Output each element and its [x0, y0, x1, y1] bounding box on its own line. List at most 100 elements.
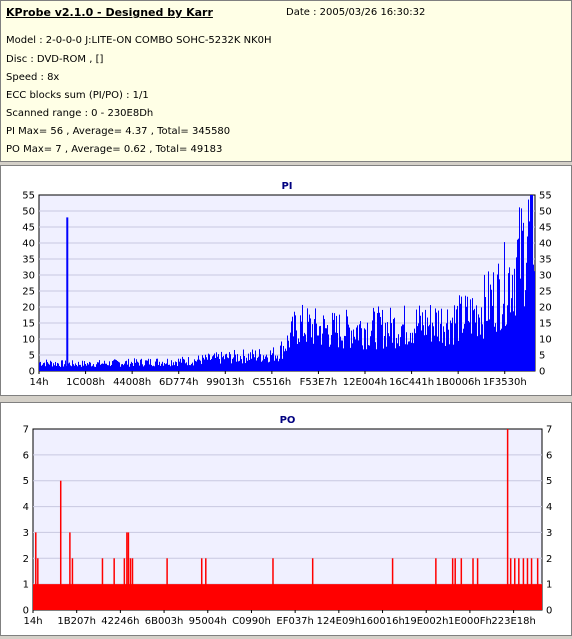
pi-bar: [192, 362, 193, 371]
pi-bar: [317, 335, 318, 371]
pi-bar: [453, 344, 454, 371]
pi-bar: [283, 345, 284, 371]
pi-bar: [168, 364, 169, 371]
pi-bar: [287, 335, 288, 371]
y-tick-label-right: 50: [539, 207, 552, 218]
pi-bar: [321, 344, 322, 371]
pi-bar: [437, 336, 438, 371]
pi-bar: [222, 357, 223, 371]
pi-bar: [154, 366, 155, 371]
pi-bar: [136, 359, 137, 371]
pi-bar: [239, 360, 240, 371]
pi-bar: [518, 238, 519, 371]
pi-bar: [148, 358, 149, 371]
pi-bar: [295, 315, 296, 371]
pi-bar: [217, 356, 218, 371]
pi-bar: [373, 307, 374, 371]
pi-bar: [209, 354, 210, 371]
y-tick-label-right: 25: [539, 287, 552, 298]
pi-bar: [530, 195, 531, 371]
pi-bar: [480, 334, 481, 371]
pi-bar: [356, 327, 357, 371]
y-tick-label-right: 40: [539, 239, 552, 250]
pi-bar: [251, 358, 252, 371]
pi-bar: [51, 361, 52, 371]
pi-bar: [492, 305, 493, 371]
pi-bar: [334, 313, 335, 371]
pi-bar: [84, 361, 85, 371]
po-spikes: [35, 429, 539, 610]
po-spike: [454, 558, 456, 610]
pi-bar: [289, 347, 290, 371]
pi-bar: [99, 360, 100, 371]
pi-bar: [399, 346, 400, 371]
pi-bar: [223, 355, 224, 371]
pi-bar: [375, 342, 376, 371]
pi-bar: [249, 359, 250, 371]
pi-bar: [463, 328, 464, 371]
model-info: Model : 2-0-0-0 J:LITE-ON COMBO SOHC-523…: [6, 35, 272, 46]
pi-bar: [410, 332, 411, 371]
pi-bar: [348, 324, 349, 371]
pi-bar: [355, 339, 356, 371]
pi-bar: [529, 221, 530, 371]
pi-bar: [88, 364, 89, 371]
pi-bar: [218, 354, 219, 371]
pi-bar: [72, 360, 73, 371]
pi-bar: [353, 329, 354, 371]
pi-bar: [195, 360, 196, 371]
pi-bar: [350, 347, 351, 371]
po-spike: [166, 558, 168, 610]
pi-bar: [103, 363, 104, 371]
pi-bar: [525, 290, 526, 371]
pi-bar: [370, 336, 371, 371]
pi-bar: [486, 321, 487, 371]
pi-bar: [406, 332, 407, 371]
pi-bar: [244, 356, 245, 371]
pi-bar: [416, 309, 417, 371]
pi-bar: [278, 361, 279, 371]
pi-bar: [294, 311, 295, 371]
pi-bar: [478, 314, 479, 371]
pi-bar: [302, 304, 303, 371]
pi-bar: [261, 361, 262, 371]
pi-bar: [152, 366, 153, 371]
pi-bar: [158, 365, 159, 371]
pi-bar: [45, 366, 46, 371]
pi-bar: [184, 359, 185, 371]
x-tick-label: 99013h: [206, 377, 244, 388]
y-tick-label-right: 2: [546, 554, 552, 565]
po-spike: [126, 532, 128, 610]
pi-bar: [180, 358, 181, 371]
pi-bar: [445, 345, 446, 371]
y-tick-label-right: 15: [539, 319, 552, 330]
pi-bar: [260, 354, 261, 371]
y-tick-label: 10: [22, 335, 35, 346]
pi-bar: [196, 361, 197, 371]
pi-bar: [58, 363, 59, 371]
pi-bar: [407, 344, 408, 371]
pi-bar: [188, 357, 189, 371]
pi-bar: [397, 343, 398, 371]
po-spike: [476, 558, 479, 610]
pi-bar: [452, 317, 453, 371]
pi-bar: [128, 358, 129, 371]
pi-bar: [385, 322, 386, 371]
y-tick-label: 50: [22, 207, 35, 218]
pi-bar: [98, 362, 99, 371]
pi-bar: [145, 360, 146, 371]
pi-bar: [454, 305, 455, 371]
pi-bar: [284, 351, 285, 371]
pi-bar: [228, 358, 229, 371]
pi-bar: [392, 342, 393, 371]
pi-bar: [479, 317, 480, 371]
pi-bar: [487, 320, 488, 371]
pi-bar: [528, 199, 529, 371]
pi-bar: [143, 366, 144, 371]
pi-bar: [111, 364, 112, 371]
pi-bar: [427, 317, 428, 371]
pi-bar: [440, 323, 441, 371]
pi-bar: [438, 310, 439, 371]
pi-bar: [485, 297, 486, 371]
pi-bar: [208, 353, 209, 371]
